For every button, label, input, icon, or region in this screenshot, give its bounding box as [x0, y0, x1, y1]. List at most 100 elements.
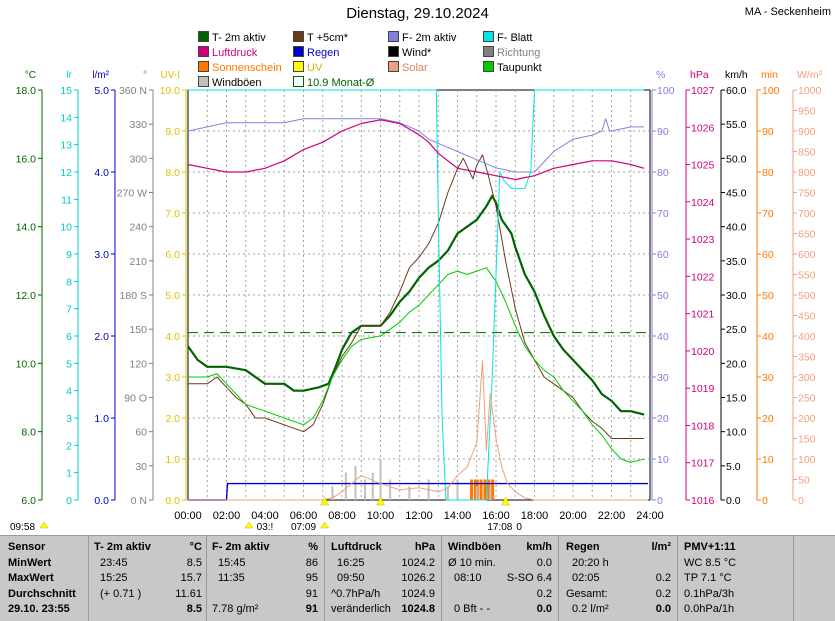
legend-label: Richtung — [497, 47, 541, 59]
bar-windb-en — [456, 479, 459, 500]
moon-icon — [244, 521, 254, 529]
axis-tick-label-temp: 14.0 — [16, 222, 37, 234]
axis-tick-label-pressure: 1027 — [691, 85, 715, 97]
axis-tick-label-humidity: 60 — [657, 249, 669, 261]
axis-tick-label-wind: 30.0 — [726, 290, 747, 302]
legend-wind: Wind* — [388, 46, 431, 62]
axis-tick-label-wind: 0.0 — [726, 495, 741, 507]
axis-tick-label-sunshine: 60 — [762, 249, 774, 261]
chart-lines — [187, 89, 650, 501]
axis-tick-label-rain_rate: 2 — [66, 440, 72, 452]
legend-solar: Solar — [388, 61, 428, 77]
daylength-label: 09:58 — [10, 522, 35, 533]
axis-tick-label-humidity: 40 — [657, 331, 669, 343]
legend-uv: UV — [293, 61, 322, 77]
legend-swatch — [388, 46, 399, 57]
legend-f2m: F- 2m aktiv — [388, 31, 456, 47]
axis-tick-label-direction: 150 — [129, 324, 147, 336]
axis-tick-label-solar: 950 — [798, 106, 816, 118]
axis-tick-label-rain_rate: 12 — [60, 167, 72, 179]
axis-tick-label-solar: 600 — [798, 249, 816, 261]
axis-tick-label-sunshine: 50 — [762, 290, 774, 302]
hum-header: F- 2m aktiv% — [212, 541, 318, 553]
axis-tick-label-wind: 50.0 — [726, 153, 747, 165]
axis-tick-label-rain_rate: 1 — [66, 468, 72, 480]
legend-swatch — [198, 76, 209, 87]
axis-tick-label-wind: 10.0 — [726, 427, 747, 439]
axis-unit-rain_rate: lr — [66, 70, 72, 81]
legend-label: Wind* — [402, 47, 432, 59]
series-t-2m-aktiv — [187, 194, 645, 416]
legend-rain: Regen — [293, 46, 339, 62]
wind-min: Ø 10 min. 0.0 — [448, 556, 552, 569]
axis-tick-label-temp: 10.0 — [16, 358, 37, 370]
bar-windb-en — [331, 486, 334, 500]
axis-tick-label-rain_sum: 1.0 — [94, 413, 109, 425]
legend-label: 10.9 Monat-Ø — [307, 77, 375, 89]
bar-windb-en — [408, 486, 411, 500]
sunset-label: 17:08 — [487, 522, 512, 533]
axis-tick-label-wind: 25.0 — [726, 324, 747, 336]
axis-tick-label-pressure: 1020 — [691, 346, 715, 358]
axis-tick-label-direction: 240 — [129, 222, 147, 234]
x-tick-label: 02:00 — [213, 510, 241, 522]
axis-tick-label-temp: 16.0 — [16, 153, 37, 165]
x-tick-label: 24:00 — [636, 510, 664, 522]
axis-tick-label-solar: 750 — [798, 188, 816, 200]
bar-sonnenschein — [491, 479, 495, 500]
axis-tick-label-uv: 3.0 — [165, 372, 180, 384]
axis-tick-label-rain_sum: 2.0 — [94, 331, 109, 343]
chart-axes: °C6.08.010.012.014.016.018.0lr0123456789… — [16, 69, 823, 507]
axis-tick-label-rain_rate: 8 — [66, 276, 72, 288]
weather-chart: °C6.08.010.012.014.016.018.0lr0123456789… — [10, 69, 823, 533]
axis-tick-label-sunshine: 70 — [762, 208, 774, 220]
axis-tick-label-rain_rate: 10 — [60, 222, 72, 234]
temp-max: 15:25 15.7 — [100, 572, 202, 584]
bar-windb-en — [364, 479, 367, 500]
axis-tick-label-rain_rate: 0 — [66, 495, 72, 507]
rain-current: 0.2 l/m² 0.0 — [572, 603, 671, 615]
rain-column: Regen l/m² 20:20 h 02:05 0.2 Gesamt: 0.2 0.… — [566, 540, 671, 618]
axis-tick-label-wind: 5.0 — [726, 461, 741, 473]
hum-avg: 91 — [305, 587, 318, 600]
chart-title: Dienstag, 29.10.2024 — [346, 5, 489, 22]
axis-tick-label-pressure: 1026 — [691, 122, 715, 134]
axis-tick-label-direction: 270 W — [117, 188, 147, 200]
axis-tick-label-pressure: 1024 — [691, 197, 715, 209]
legend-label: Windböen — [212, 77, 262, 89]
legend-t5cm: T +5cm* — [293, 31, 348, 47]
axis-tick-label-direction: 30 — [135, 461, 147, 473]
axis-unit-sunshine: min — [761, 69, 778, 81]
axis-tick-label-pressure: 1018 — [691, 420, 715, 432]
axis-tick-label-pressure: 1021 — [691, 309, 715, 321]
axis-tick-label-direction: 210 — [129, 256, 147, 268]
axis-tick-label-direction: 60 — [135, 427, 147, 439]
axis-tick-label-rain_rate: 9 — [66, 249, 72, 261]
x-tick-label: 10:00 — [367, 510, 395, 522]
series-f-2m-aktiv — [187, 118, 645, 173]
series-solar — [188, 360, 649, 501]
legend-label: T- 2m aktiv — [212, 32, 266, 44]
axis-tick-label-pressure: 1016 — [691, 495, 715, 507]
pmv-trend1h: 0.0hPa/1h — [684, 603, 735, 615]
legend-swatch — [483, 46, 494, 57]
axis-tick-label-sunshine: 90 — [762, 126, 774, 138]
press-min: 16:25 1024.2 — [337, 556, 435, 569]
axis-unit-uv: UV-I — [161, 70, 180, 81]
wind-current: 0 Bft - -0.0 — [454, 603, 552, 615]
rain-duration: 20:20 h — [572, 556, 609, 569]
bar-windb-en — [389, 479, 392, 500]
axis-unit-humidity: % — [656, 69, 665, 81]
axis-tick-label-direction: 90 O — [124, 393, 147, 405]
legend-swatch — [388, 31, 399, 42]
axis-tick-label-sunshine: 10 — [762, 454, 774, 466]
axis-tick-label-rain_rate: 4 — [66, 386, 72, 398]
legend-swatch — [198, 61, 209, 72]
axis-tick-label-solar: 700 — [798, 208, 816, 220]
temp-column: T- 2m aktiv °C 23:45 8.5 15:25 15.7 (+ 0.71… — [94, 540, 202, 618]
axis-tick-label-pressure: 1025 — [691, 160, 715, 172]
rain-header: Regen l/m² — [566, 541, 671, 553]
press-header: Luftdruck hPa — [331, 541, 435, 553]
chart-grid — [187, 89, 651, 501]
avg-label: Durchschnitt — [8, 587, 76, 600]
